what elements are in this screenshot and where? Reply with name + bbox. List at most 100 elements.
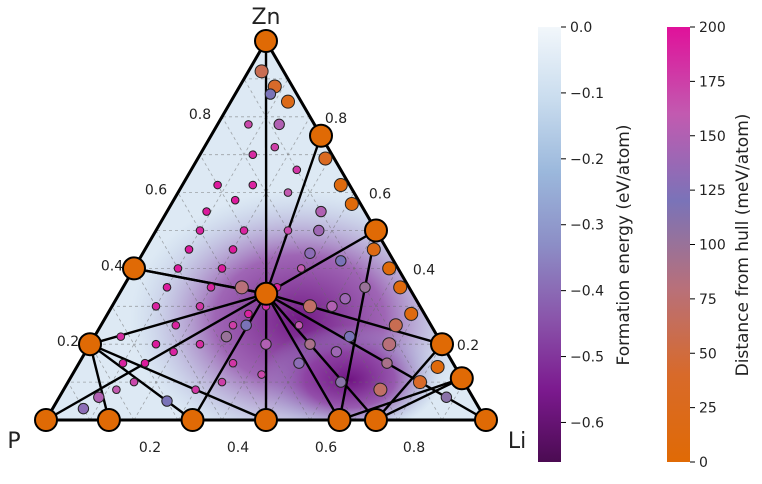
tie-line xyxy=(375,343,443,421)
metastable-phase-point xyxy=(195,226,205,235)
metastable-phase-point xyxy=(343,330,356,343)
metastable-phases xyxy=(77,64,453,415)
metastable-phase-point xyxy=(440,391,453,403)
colorbar-tick-label: 200 xyxy=(699,20,726,36)
metastable-phase-point xyxy=(112,385,121,394)
metastable-phase-point xyxy=(195,302,205,311)
stable-phase-point xyxy=(364,218,388,243)
metastable-phase-point xyxy=(184,245,194,254)
colorbar-tick-label: 125 xyxy=(699,183,726,199)
metastable-phase-point xyxy=(228,358,238,368)
metastable-phase-point xyxy=(116,332,126,341)
grid-line xyxy=(353,306,421,421)
metastable-phase-point xyxy=(382,261,397,276)
corner-label-right: Li xyxy=(508,429,526,454)
stable-phase-point xyxy=(430,332,454,357)
metastable-phase-point xyxy=(93,391,105,403)
metastable-phase-point xyxy=(162,283,172,292)
metastable-phase-point xyxy=(381,357,393,369)
corner-label-top: Zn xyxy=(251,5,280,30)
tie-line xyxy=(265,293,341,421)
grid-line xyxy=(111,306,179,421)
tick-label-bottom: 0.8 xyxy=(403,440,425,456)
metastable-phase-point xyxy=(283,188,293,197)
corner-label-left: P xyxy=(7,429,20,454)
tick-label-right: 0.4 xyxy=(413,262,435,278)
colorbar-tick-label: −0.4 xyxy=(570,284,604,300)
metastable-phase-point xyxy=(129,377,139,387)
metastable-phase-point xyxy=(217,264,227,273)
tick-label-left: 0.6 xyxy=(145,183,167,199)
stable-phase-point xyxy=(309,123,333,148)
tie-line xyxy=(89,343,194,421)
metastable-phase-point xyxy=(220,330,233,343)
metastable-phase-point xyxy=(373,382,388,397)
metastable-phase-point xyxy=(173,264,183,273)
metastable-phase-point xyxy=(171,320,181,330)
grid-line xyxy=(309,268,399,421)
colorbar-tick-label: 0 xyxy=(699,455,708,471)
metastable-phase-point xyxy=(313,224,325,237)
tick-label-left: 0.2 xyxy=(57,334,79,350)
tie-line xyxy=(265,292,443,346)
tie-line xyxy=(375,377,463,422)
metastable-phase-point xyxy=(366,242,381,257)
tie-line xyxy=(265,293,377,421)
colorbar-distance-from-hull-bar xyxy=(667,27,690,462)
metastable-phase-point xyxy=(326,300,338,312)
tick-label-left: 0.4 xyxy=(101,258,123,274)
stable-phase-point xyxy=(254,29,278,53)
metastable-phase-point xyxy=(228,320,238,330)
metastable-phase-point xyxy=(257,370,266,379)
colorbar-formation-energy-label: Formation energy (eV/atom) xyxy=(614,125,634,366)
tie-line xyxy=(191,293,268,421)
colorbar-tick-label: −0.3 xyxy=(570,218,604,234)
metastable-phase-point xyxy=(151,302,161,311)
metastable-phase-point xyxy=(344,196,359,211)
stable-phase-point xyxy=(364,408,388,432)
metastable-phase-point xyxy=(77,402,90,415)
metastable-phase-point xyxy=(304,247,316,259)
stable-phase-point xyxy=(449,366,474,391)
tick-label-right: 0.8 xyxy=(325,111,347,127)
grid-line xyxy=(67,381,91,421)
metastable-phase-point xyxy=(283,226,293,235)
metastable-phase-point xyxy=(161,395,173,407)
metastable-phase-point xyxy=(118,358,128,368)
metastable-phase-point xyxy=(169,347,178,357)
colorbar-distance-from-hull: 200 175 150 125 100 75 50 25 0 Distance from hul… xyxy=(667,20,753,471)
colorbar-tick-label: 175 xyxy=(699,74,726,90)
metastable-phase-point xyxy=(206,283,216,292)
metastable-phase-point xyxy=(294,320,304,330)
metastable-phase-point xyxy=(335,255,347,267)
metastable-phase-point xyxy=(191,385,200,394)
tie-line xyxy=(265,229,377,295)
colorbar-tick-label: −0.1 xyxy=(570,86,604,102)
metastable-phase-point xyxy=(230,195,240,205)
colorbar-formation-energy: 0.0 −0.1 −0.2 −0.3 −0.4 −0.5 −0.6 Formation en… xyxy=(538,20,634,462)
tie-line xyxy=(89,343,267,422)
metastable-phase-point xyxy=(388,318,403,333)
metastable-phase-point xyxy=(315,205,327,218)
ternary-plot-area: 0.2 0.4 0.6 0.8 0.2 0.4 0.6 0.8 0.8 0.6 0.4 0.2 xyxy=(34,29,498,456)
colorbar-tick-label: 100 xyxy=(699,238,726,254)
metastable-phase-point xyxy=(296,264,306,273)
metastable-phase-point xyxy=(304,338,316,350)
metastable-phase-point xyxy=(333,178,348,193)
stable-phase-point xyxy=(122,256,146,281)
colorbar-formation-energy-bar xyxy=(538,27,561,462)
tie-line xyxy=(88,343,111,421)
tick-label-right: 0.2 xyxy=(457,338,479,354)
metastable-phase-point xyxy=(244,120,253,129)
stable-phases xyxy=(34,29,498,432)
metastable-phase-point xyxy=(240,319,252,331)
metastable-phase-point xyxy=(248,150,258,159)
stable-phase-point xyxy=(180,408,205,432)
tick-label-right: 0.6 xyxy=(369,187,391,203)
metastable-phase-point xyxy=(339,293,351,305)
metastable-phase-point xyxy=(151,339,161,349)
metastable-phase-point xyxy=(273,118,285,131)
tick-label-bottom: 0.4 xyxy=(227,440,249,456)
metastable-phase-point xyxy=(195,339,205,349)
